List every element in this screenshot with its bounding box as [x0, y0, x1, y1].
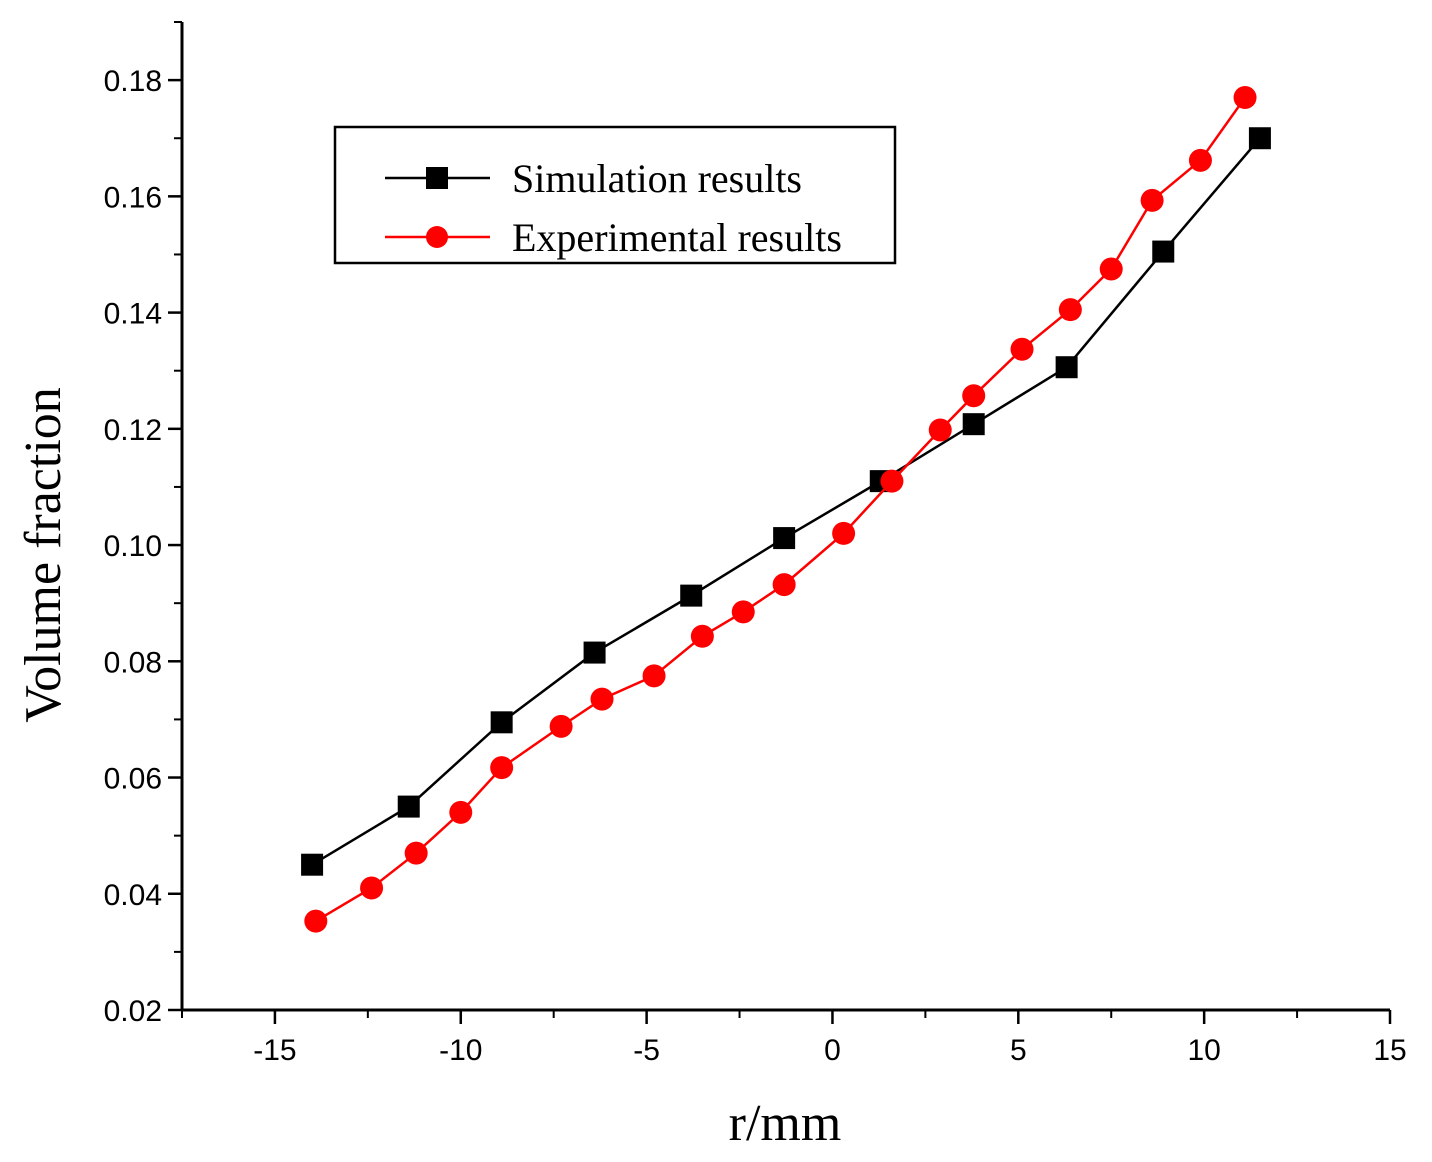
x-tick-label: 15	[1373, 1034, 1406, 1067]
data-point-experimental	[832, 521, 856, 545]
axes	[180, 22, 1390, 1012]
data-point-experimental	[1140, 188, 1164, 212]
data-point-experimental	[1058, 298, 1082, 322]
y-tick-label: 0.18	[104, 65, 162, 98]
y-tick-label: 0.12	[104, 414, 162, 447]
data-point-experimental	[590, 687, 614, 711]
series-layer	[301, 86, 1271, 933]
data-point-experimental	[928, 418, 952, 442]
x-tick-label: -5	[633, 1034, 660, 1067]
y-axis-label: Volume fraction	[15, 387, 72, 723]
data-point-experimental	[642, 664, 666, 688]
data-point-experimental	[880, 469, 904, 493]
data-point-experimental	[731, 600, 755, 624]
data-point-experimental	[404, 841, 428, 865]
data-point-experimental	[1233, 86, 1257, 110]
data-point-experimental	[1010, 337, 1034, 361]
data-point-experimental	[1099, 257, 1123, 281]
data-point-experimental	[490, 756, 514, 780]
x-tick-label: -15	[253, 1034, 296, 1067]
data-point-simulation	[1152, 240, 1175, 263]
y-tick-label: 0.08	[104, 646, 162, 679]
y-tick-label: 0.14	[104, 298, 162, 331]
data-point-simulation	[301, 853, 324, 876]
x-tick-label: -10	[439, 1034, 482, 1067]
data-point-experimental	[549, 714, 573, 738]
y-tick-label: 0.16	[104, 181, 162, 214]
y-tick-label: 0.02	[104, 995, 162, 1028]
x-tick-label: 5	[1010, 1034, 1027, 1067]
data-point-experimental	[360, 876, 384, 900]
data-point-experimental	[962, 384, 986, 408]
data-point-experimental	[690, 624, 714, 648]
legend-marker-simulation	[426, 167, 448, 189]
y-tick-label: 0.04	[104, 879, 162, 912]
x-axis-ticks: -15 -10 -5 0 5 10 15	[181, 1010, 1407, 1067]
data-point-simulation	[490, 711, 513, 734]
data-point-simulation	[1248, 127, 1271, 150]
legend-label-simulation: Simulation results	[512, 156, 802, 201]
x-tick-label: 10	[1187, 1034, 1220, 1067]
data-point-experimental	[772, 573, 796, 597]
legend: Simulation results Experimental results	[333, 125, 897, 265]
y-tick-label: 0.10	[104, 530, 162, 563]
data-point-experimental	[304, 909, 328, 933]
data-point-simulation	[962, 413, 985, 436]
x-tick-label: 0	[824, 1034, 841, 1067]
data-point-simulation	[680, 584, 703, 607]
x-axis-label: r/mm	[729, 1095, 842, 1152]
data-point-simulation	[773, 527, 796, 550]
data-point-simulation	[583, 641, 606, 664]
data-point-experimental	[1188, 148, 1212, 172]
data-point-experimental	[449, 800, 473, 824]
legend-marker-experimental	[426, 226, 448, 248]
legend-label-experimental: Experimental results	[512, 215, 842, 260]
y-axis-ticks: 0.02 0.04 0.06 0.08 0.10 0.12 0.14 0.16 0.18	[104, 21, 182, 1028]
y-tick-label: 0.06	[104, 763, 162, 796]
data-point-simulation	[1055, 356, 1078, 379]
data-point-simulation	[397, 795, 420, 818]
